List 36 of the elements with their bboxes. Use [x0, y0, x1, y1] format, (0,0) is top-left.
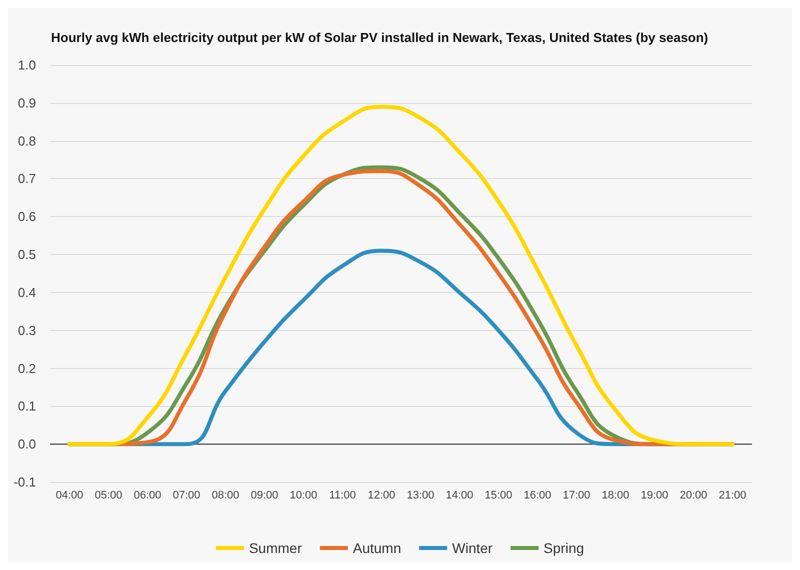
- x-tick-label: 16:00: [524, 490, 552, 502]
- y-tick-label: 0.0: [18, 436, 36, 452]
- x-tick-label: 17:00: [562, 490, 590, 502]
- y-tick-label: 0.7: [18, 171, 36, 186]
- x-tick-label: 04:00: [56, 490, 84, 502]
- y-tick-label: 0.2: [18, 360, 36, 376]
- legend-label: Autumn: [352, 540, 402, 556]
- y-tick-label: 0.4: [18, 284, 36, 300]
- x-tick-label: 09:00: [250, 490, 278, 502]
- y-tick-label: 0.8: [18, 133, 36, 148]
- x-tick-label: 20:00: [680, 490, 708, 502]
- legend-label: Summer: [248, 540, 302, 556]
- y-tick-label: 0.6: [18, 209, 36, 224]
- x-tick-label: 21:00: [718, 490, 746, 502]
- y-tick-label: 1.0: [18, 58, 36, 72]
- legend-label: Winter: [452, 540, 493, 556]
- x-tick-label: 07:00: [172, 490, 200, 502]
- x-tick-label: 18:00: [602, 490, 630, 502]
- x-tick-label: 10:00: [290, 490, 318, 502]
- chart-title: Hourly avg kWh electricity output per kW of Solar PV installed in Newark, Texas, United States (by season): [51, 30, 708, 45]
- y-tick-label: 0.9: [18, 95, 36, 110]
- x-tick-label: 14:00: [446, 490, 474, 502]
- x-tick-label: 19:00: [640, 490, 668, 502]
- x-tick-label: 06:00: [134, 490, 162, 502]
- y-tick-label: -0.1: [14, 474, 36, 490]
- line-series: [68, 104, 734, 446]
- x-tick-label: 08:00: [212, 490, 240, 502]
- x-tick-label: 05:00: [94, 490, 122, 502]
- x-tick-label: 13:00: [406, 490, 434, 502]
- x-tick-label: 11:00: [329, 490, 356, 502]
- x-tick-label: 12:00: [368, 490, 396, 502]
- y-tick-label: 0.1: [18, 398, 36, 414]
- x-tick-label: 15:00: [484, 490, 512, 502]
- legend-label: Spring: [544, 540, 584, 556]
- y-tick-label: 0.5: [18, 247, 36, 262]
- y-tick-label: 0.3: [18, 322, 36, 338]
